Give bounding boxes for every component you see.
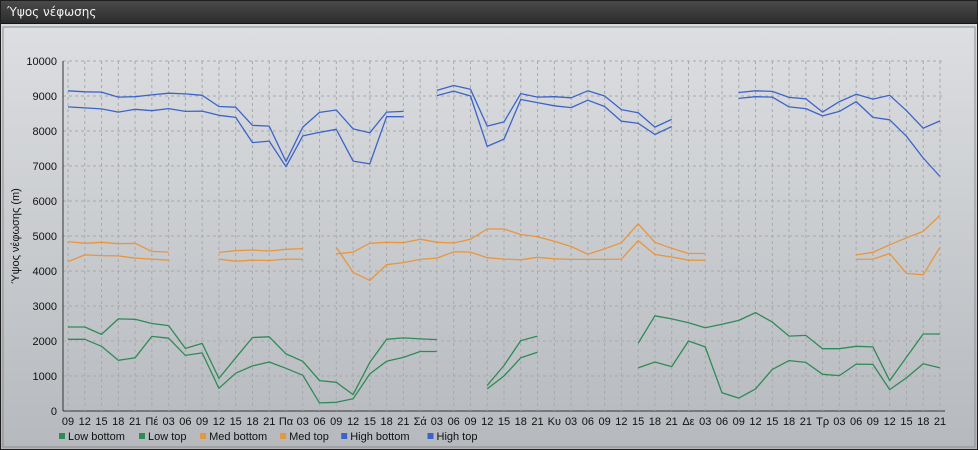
x-tick-label: 06: [716, 416, 728, 428]
x-tick-label: Δε: [682, 416, 694, 428]
y-axis-ticks: 0 1000 2000 3000 4000 5000 6000 7000 8000 9000 100…: [26, 56, 57, 418]
x-tick-label: 18: [783, 416, 795, 428]
series-line-high-bottom: [67, 90, 941, 177]
x-tick-label: 21: [800, 416, 812, 428]
x-tick-label: 09: [733, 416, 745, 428]
x-tick-label: 03: [297, 416, 309, 428]
x-tick-label: 09: [464, 416, 476, 428]
x-tick-label: Τρ: [816, 416, 829, 428]
x-tick-label: 21: [129, 416, 141, 428]
y-tick-label: 10000: [26, 56, 57, 68]
y-tick-label: 6000: [33, 196, 57, 208]
y-tick-label: 7000: [33, 161, 57, 173]
x-tick-label: Πέ: [145, 416, 158, 428]
series-line-med-top: [67, 214, 941, 256]
legend-swatch: [341, 433, 348, 439]
x-tick-label: 09: [867, 416, 879, 428]
x-tick-label: 15: [364, 416, 376, 428]
x-tick-label: 09: [598, 416, 610, 428]
x-tick-label: 18: [917, 416, 929, 428]
series-line-high-top: [67, 84, 941, 163]
x-tick-label: 18: [112, 416, 124, 428]
x-tick-label: 06: [850, 416, 862, 428]
y-axis-label: Ύψος νέφωσης (m): [10, 188, 22, 284]
legend-swatch: [200, 433, 207, 439]
y-tick-label: 2000: [33, 336, 57, 348]
x-tick-label: 18: [515, 416, 527, 428]
grid-lines: [62, 60, 945, 412]
x-tick-label: 03: [833, 416, 845, 428]
x-tick-label: 21: [666, 416, 678, 428]
y-tick-label: 5000: [33, 231, 57, 243]
legend-label: High top: [437, 431, 478, 443]
legend: Low bottom Low top Med bottom Med top High b…: [59, 431, 477, 443]
x-tick-label: 15: [900, 416, 912, 428]
legend-swatch: [427, 433, 434, 439]
series-lines: [67, 84, 941, 404]
x-tick-label: 09: [62, 416, 74, 428]
legend-swatch: [280, 433, 287, 439]
x-tick-label: 12: [79, 416, 91, 428]
x-tick-label: 12: [347, 416, 359, 428]
y-tick-label: 3000: [33, 301, 57, 313]
x-tick-label: 12: [884, 416, 896, 428]
window-titlebar: Ύψος νέφωσης: [1, 1, 977, 24]
series-line-low-top: [68, 311, 940, 396]
x-tick-label: 03: [162, 416, 174, 428]
cloud-height-chart: 0 1000 2000 3000 4000 5000 6000 7000 8000 9000 100…: [2, 26, 976, 448]
legend-label: Med bottom: [209, 431, 267, 443]
x-tick-label: 12: [481, 416, 493, 428]
y-tick-label: 4000: [33, 266, 57, 278]
x-tick-label: 03: [565, 416, 577, 428]
x-tick-label: 18: [649, 416, 661, 428]
series-line-low-bottom: [68, 335, 941, 404]
x-tick-label: 12: [615, 416, 627, 428]
y-tick-label: 0: [51, 406, 57, 418]
window-title: Ύψος νέφωσης: [7, 5, 97, 19]
y-tick-label: 1000: [33, 371, 57, 383]
series-line-med-bottom: [67, 239, 941, 282]
x-tick-label: 06: [313, 416, 325, 428]
x-tick-label: Πα: [279, 416, 294, 428]
x-tick-label: 15: [95, 416, 107, 428]
legend-swatch: [139, 433, 145, 439]
x-tick-label: 06: [179, 416, 191, 428]
legend-label: Med top: [289, 431, 329, 443]
y-tick-label: 8000: [33, 126, 57, 138]
x-tick-label: Κυ: [548, 416, 561, 428]
legend-swatch: [59, 433, 65, 439]
x-tick-label: 15: [632, 416, 644, 428]
x-tick-label: 15: [230, 416, 242, 428]
legend-label: High bottom: [350, 431, 409, 443]
x-axis-ticks: 09 12 15 18 21 Πέ 03 06 09 12 15 18 21 Πα 03 06 09 12 15 18…: [62, 416, 946, 428]
x-tick-label: 12: [213, 416, 225, 428]
x-tick-label: 18: [380, 416, 392, 428]
plot-area: [2, 26, 976, 448]
legend-label: Low top: [148, 431, 187, 443]
x-tick-label: 06: [582, 416, 594, 428]
x-tick-label: 18: [246, 416, 258, 428]
x-tick-label: 09: [196, 416, 208, 428]
x-tick-label: 03: [431, 416, 443, 428]
x-tick-label: Σά: [414, 416, 428, 428]
x-tick-label: 09: [330, 416, 342, 428]
x-tick-label: 21: [263, 416, 275, 428]
x-tick-label: 21: [397, 416, 409, 428]
x-tick-label: 03: [699, 416, 711, 428]
x-tick-label: 21: [531, 416, 543, 428]
y-tick-label: 9000: [33, 91, 57, 103]
legend-label: Low bottom: [68, 431, 125, 443]
x-tick-label: 21: [934, 416, 946, 428]
x-tick-label: 06: [448, 416, 460, 428]
x-tick-label: 15: [498, 416, 510, 428]
x-tick-label: 15: [766, 416, 778, 428]
x-tick-label: 12: [749, 416, 761, 428]
